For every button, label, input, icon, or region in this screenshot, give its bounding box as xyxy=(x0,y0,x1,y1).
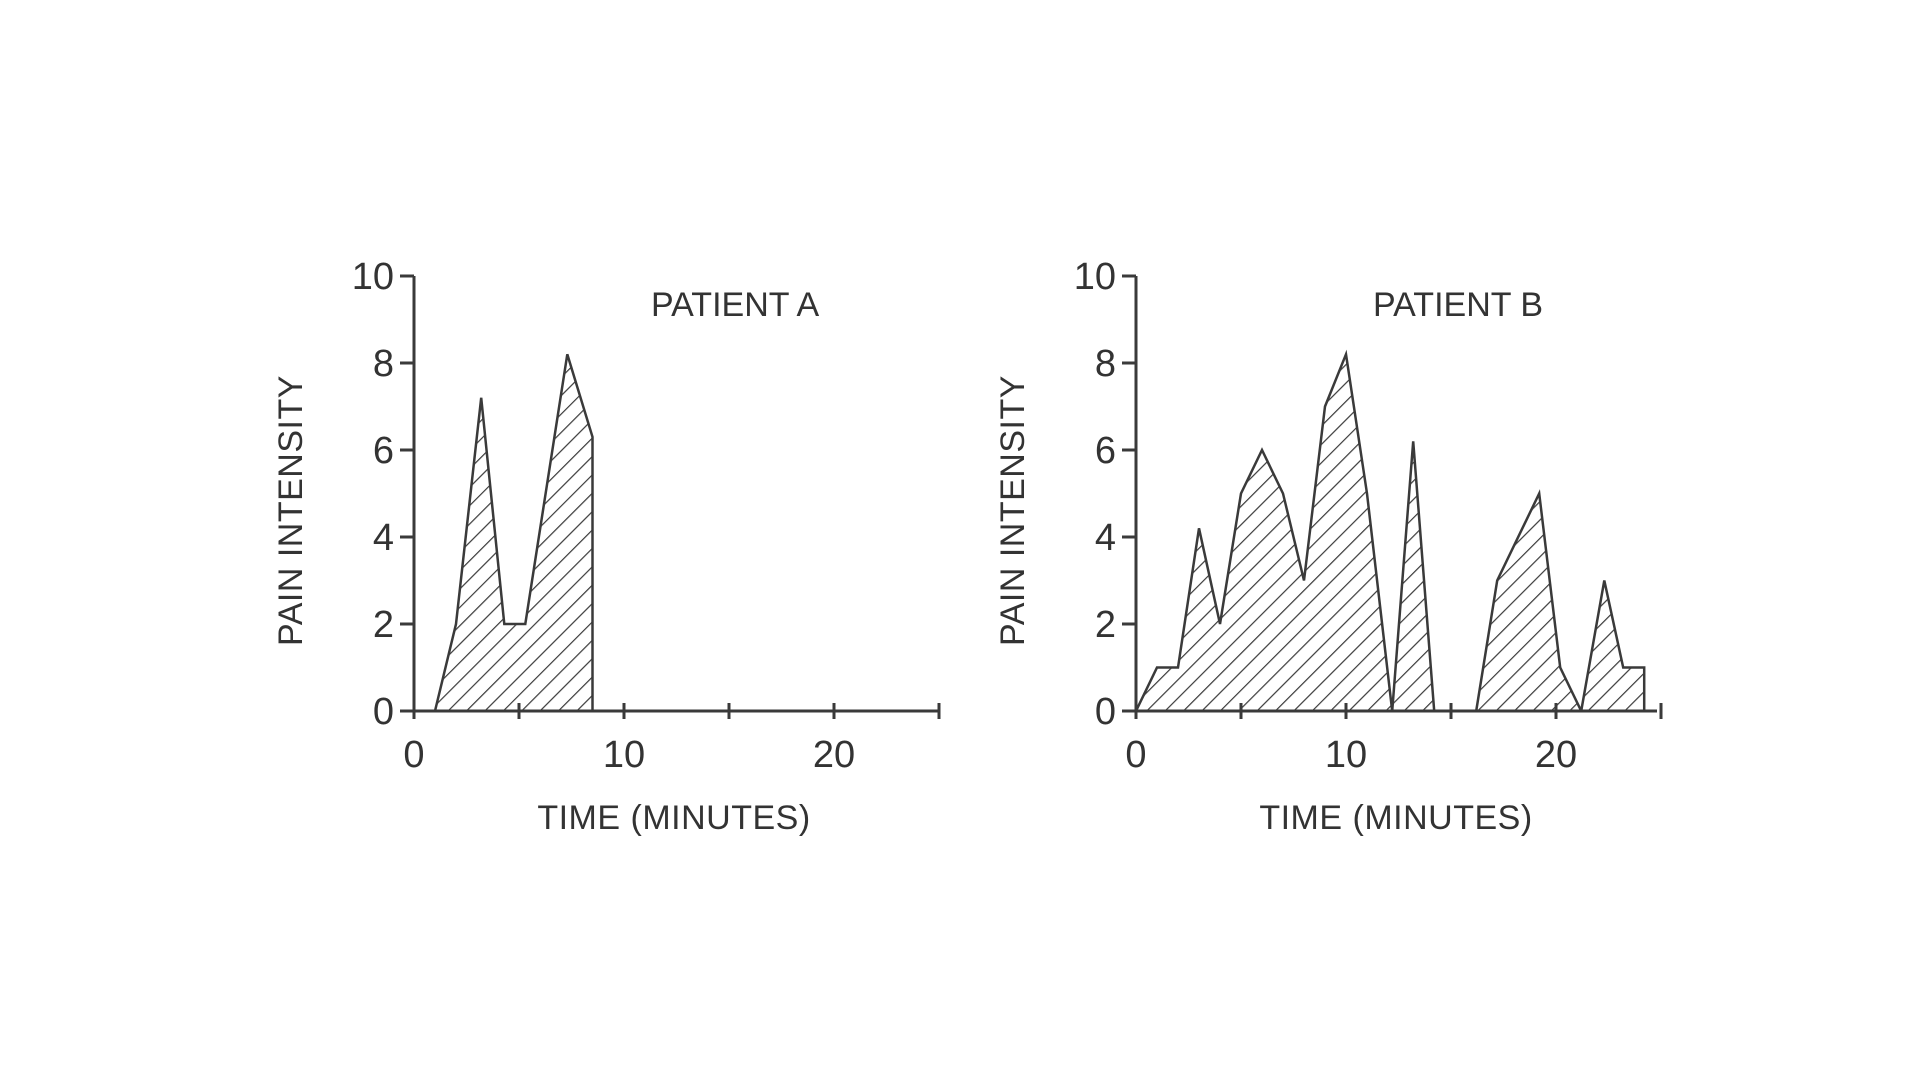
panel-title: PATIENT A xyxy=(651,286,819,324)
y-tick-label: 8 xyxy=(1095,343,1116,385)
y-axis-title: PAIN INTENSITY xyxy=(272,375,310,646)
x-axis-title: TIME (MINUTES) xyxy=(1259,799,1532,837)
pain-area-segment-1 xyxy=(1134,349,1394,713)
y-tick-label: 4 xyxy=(1095,517,1116,559)
y-tick-label: 10 xyxy=(352,256,394,298)
y-tick-label: 2 xyxy=(373,604,394,646)
y-axis-title: PAIN INTENSITY xyxy=(994,375,1032,646)
x-tick-label: 0 xyxy=(1125,734,1146,776)
y-tick-label: 6 xyxy=(373,430,394,472)
x-tick-label: 0 xyxy=(403,734,424,776)
tick-layer: 0 2 4 6 8 10 0 10 20 xyxy=(352,256,941,776)
pain-area-segment-3 xyxy=(1474,489,1584,713)
area-layer xyxy=(433,353,594,713)
y-tick-label: 2 xyxy=(1095,604,1116,646)
x-axis-title: TIME (MINUTES) xyxy=(537,799,810,837)
tick-layer: 0 2 4 6 8 10 0 10 20 xyxy=(1074,256,1663,776)
chart-patient-a: 0 2 4 6 8 10 0 10 20 PATIENT A TIME (MINUTES) PA… xyxy=(272,256,941,837)
y-tick-label: 6 xyxy=(1095,430,1116,472)
y-tick-label: 10 xyxy=(1074,256,1116,298)
x-tick-label: 20 xyxy=(1535,734,1577,776)
y-tick-label: 8 xyxy=(373,343,394,385)
x-tick-label: 10 xyxy=(1325,734,1367,776)
x-tick-label: 10 xyxy=(603,734,645,776)
x-tick-label: 20 xyxy=(813,734,855,776)
panel-title: PATIENT B xyxy=(1373,286,1543,324)
y-tick-label: 4 xyxy=(373,517,394,559)
y-tick-label: 0 xyxy=(373,691,394,733)
pain-area-segment-4 xyxy=(1579,580,1646,713)
chart-patient-b: 0 2 4 6 8 10 0 10 20 PATIENT B TIME (MINUTES) PA… xyxy=(994,256,1663,837)
pain-area-segment-2 xyxy=(1390,441,1436,713)
pain-area-segment-1 xyxy=(433,353,594,713)
y-tick-label: 0 xyxy=(1095,691,1116,733)
area-layer xyxy=(1134,349,1646,713)
